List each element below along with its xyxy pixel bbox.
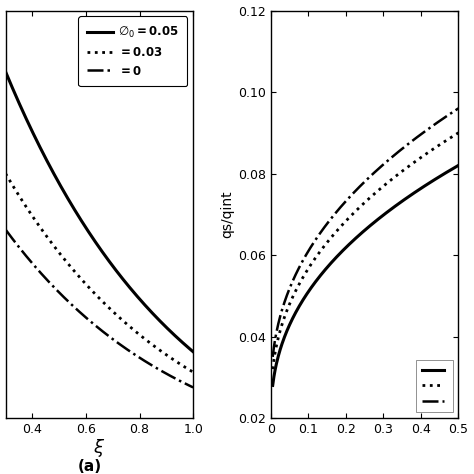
X-axis label: $\xi$: $\xi$ xyxy=(93,437,106,459)
Text: (a): (a) xyxy=(78,459,102,474)
Y-axis label: qs/qint: qs/qint xyxy=(220,191,234,238)
Legend: , , : , , xyxy=(416,360,453,412)
Legend: $\varnothing_0$$\mathbf{=0.05}$, $\mathbf{=0.03}$, $\mathbf{=0}$: $\varnothing_0$$\mathbf{=0.05}$, $\mathb… xyxy=(78,17,187,86)
